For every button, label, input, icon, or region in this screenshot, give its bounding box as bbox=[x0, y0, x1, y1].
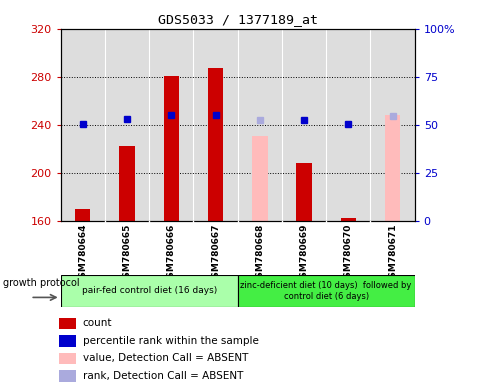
Bar bbox=[163, 76, 179, 221]
Text: count: count bbox=[82, 318, 112, 328]
Bar bbox=[59, 335, 76, 347]
Text: growth protocol: growth protocol bbox=[3, 278, 79, 288]
Title: GDS5033 / 1377189_at: GDS5033 / 1377189_at bbox=[157, 13, 317, 26]
Text: GSM780665: GSM780665 bbox=[122, 223, 131, 284]
Text: GSM780667: GSM780667 bbox=[211, 223, 220, 284]
Bar bbox=[60, 275, 237, 307]
Text: pair-fed control diet (16 days): pair-fed control diet (16 days) bbox=[81, 286, 216, 295]
Bar bbox=[207, 68, 223, 221]
Bar bbox=[296, 163, 311, 221]
Bar bbox=[340, 218, 355, 221]
Text: GSM780668: GSM780668 bbox=[255, 223, 264, 284]
Text: GSM780664: GSM780664 bbox=[78, 223, 87, 284]
Bar bbox=[59, 370, 76, 382]
Bar bbox=[59, 318, 76, 329]
Text: rank, Detection Call = ABSENT: rank, Detection Call = ABSENT bbox=[82, 371, 242, 381]
Text: GSM780671: GSM780671 bbox=[387, 223, 396, 284]
Bar bbox=[75, 209, 91, 221]
Bar bbox=[119, 146, 135, 221]
Bar bbox=[237, 275, 414, 307]
Bar bbox=[252, 136, 267, 221]
Bar bbox=[384, 115, 399, 221]
Text: GSM780669: GSM780669 bbox=[299, 223, 308, 284]
Text: zinc-deficient diet (10 days)  followed by
control diet (6 days): zinc-deficient diet (10 days) followed b… bbox=[240, 281, 411, 301]
Bar bbox=[59, 353, 76, 364]
Text: percentile rank within the sample: percentile rank within the sample bbox=[82, 336, 258, 346]
Text: GSM780670: GSM780670 bbox=[343, 223, 352, 284]
Text: GSM780666: GSM780666 bbox=[166, 223, 175, 284]
Text: value, Detection Call = ABSENT: value, Detection Call = ABSENT bbox=[82, 353, 247, 364]
